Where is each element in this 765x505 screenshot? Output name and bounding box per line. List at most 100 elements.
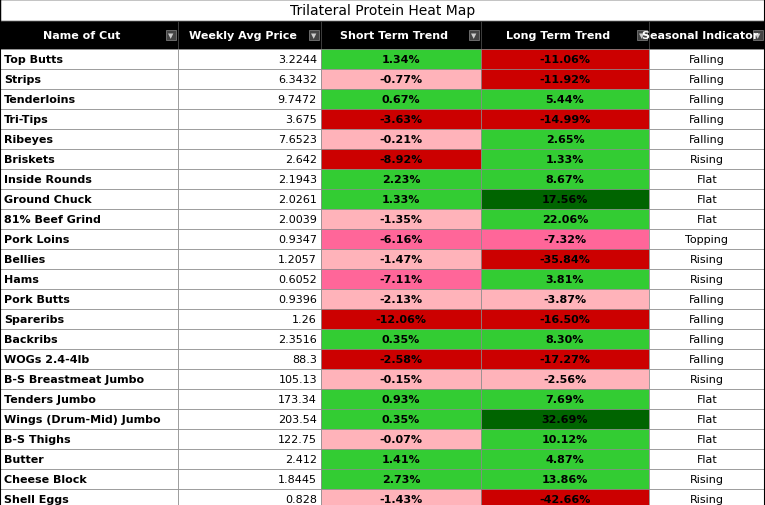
Bar <box>0 0 765 22</box>
Bar <box>649 489 765 505</box>
Text: -35.84%: -35.84% <box>539 255 591 265</box>
Text: Briskets: Briskets <box>4 155 55 165</box>
Text: -11.06%: -11.06% <box>539 55 591 65</box>
Text: 0.9347: 0.9347 <box>278 234 317 244</box>
Bar <box>321 210 481 230</box>
Text: Rising: Rising <box>690 274 724 284</box>
Bar <box>321 249 481 270</box>
Bar <box>481 170 649 189</box>
Text: 1.2057: 1.2057 <box>278 255 317 265</box>
Bar <box>0 329 178 349</box>
Text: Falling: Falling <box>689 55 725 65</box>
Bar <box>0 110 178 130</box>
Bar <box>649 270 765 289</box>
Text: Rising: Rising <box>690 155 724 165</box>
Text: -3.87%: -3.87% <box>543 294 587 305</box>
Text: 3.675: 3.675 <box>285 115 317 125</box>
Text: -42.66%: -42.66% <box>539 494 591 504</box>
Bar <box>649 50 765 70</box>
Bar <box>321 189 481 210</box>
Bar <box>0 90 178 110</box>
Text: Strips: Strips <box>4 75 41 85</box>
Bar <box>178 489 321 505</box>
Text: B-S Breastmeat Jumbo: B-S Breastmeat Jumbo <box>4 374 144 384</box>
Text: ▼: ▼ <box>168 33 174 39</box>
Bar <box>649 70 765 90</box>
Text: 0.67%: 0.67% <box>382 95 420 105</box>
Bar <box>178 189 321 210</box>
Text: Ground Chuck: Ground Chuck <box>4 194 92 205</box>
Bar <box>0 429 178 449</box>
Bar <box>649 210 765 230</box>
Text: Name of Cut: Name of Cut <box>44 31 121 41</box>
Bar <box>178 469 321 489</box>
Bar <box>481 230 649 249</box>
Bar <box>0 130 178 149</box>
Bar <box>178 369 321 389</box>
Bar <box>481 189 649 210</box>
Text: Tri-Tips: Tri-Tips <box>4 115 49 125</box>
Bar <box>649 449 765 469</box>
Text: 4.87%: 4.87% <box>545 454 584 464</box>
Bar <box>178 170 321 189</box>
Text: Backribs: Backribs <box>4 334 57 344</box>
Bar <box>0 249 178 270</box>
Bar <box>649 130 765 149</box>
Text: Falling: Falling <box>689 334 725 344</box>
Text: Falling: Falling <box>689 75 725 85</box>
Text: 1.26: 1.26 <box>292 315 317 324</box>
Text: 8.67%: 8.67% <box>545 175 584 185</box>
Text: Hams: Hams <box>4 274 39 284</box>
Text: 1.8445: 1.8445 <box>278 474 317 484</box>
Bar <box>178 449 321 469</box>
Text: 0.828: 0.828 <box>285 494 317 504</box>
Text: 9.7472: 9.7472 <box>278 95 317 105</box>
Bar <box>649 329 765 349</box>
Text: 17.56%: 17.56% <box>542 194 588 205</box>
Bar <box>178 230 321 249</box>
Bar <box>481 50 649 70</box>
Bar <box>649 389 765 409</box>
Bar <box>481 110 649 130</box>
Text: Tenderloins: Tenderloins <box>4 95 76 105</box>
Bar <box>321 22 481 50</box>
Bar <box>321 409 481 429</box>
Text: 22.06%: 22.06% <box>542 215 588 225</box>
Text: Ribeyes: Ribeyes <box>4 135 53 145</box>
Bar <box>321 389 481 409</box>
Bar <box>0 449 178 469</box>
Text: -2.13%: -2.13% <box>379 294 422 305</box>
Bar <box>178 210 321 230</box>
Bar <box>481 270 649 289</box>
Bar <box>0 389 178 409</box>
Bar <box>649 409 765 429</box>
Text: Pork Butts: Pork Butts <box>4 294 70 305</box>
Bar <box>481 429 649 449</box>
Bar <box>178 130 321 149</box>
Text: 5.44%: 5.44% <box>545 95 584 105</box>
Bar <box>649 149 765 170</box>
Text: Butter: Butter <box>4 454 44 464</box>
Text: 0.93%: 0.93% <box>382 394 420 404</box>
Text: 8.30%: 8.30% <box>545 334 584 344</box>
Bar <box>0 270 178 289</box>
Bar <box>321 170 481 189</box>
Text: -1.47%: -1.47% <box>379 255 423 265</box>
Text: 2.65%: 2.65% <box>545 135 584 145</box>
Bar <box>481 349 649 369</box>
Bar <box>481 329 649 349</box>
Bar <box>481 489 649 505</box>
Bar <box>649 369 765 389</box>
Bar <box>649 429 765 449</box>
Bar <box>178 270 321 289</box>
Bar <box>0 369 178 389</box>
Text: -0.07%: -0.07% <box>379 434 422 444</box>
Bar <box>178 429 321 449</box>
Text: 1.41%: 1.41% <box>382 454 421 464</box>
Bar <box>0 349 178 369</box>
Text: 2.23%: 2.23% <box>382 175 420 185</box>
Bar <box>321 70 481 90</box>
Text: WOGs 2.4-4lb: WOGs 2.4-4lb <box>4 355 90 364</box>
Text: 2.412: 2.412 <box>285 454 317 464</box>
Text: Flat: Flat <box>697 394 718 404</box>
